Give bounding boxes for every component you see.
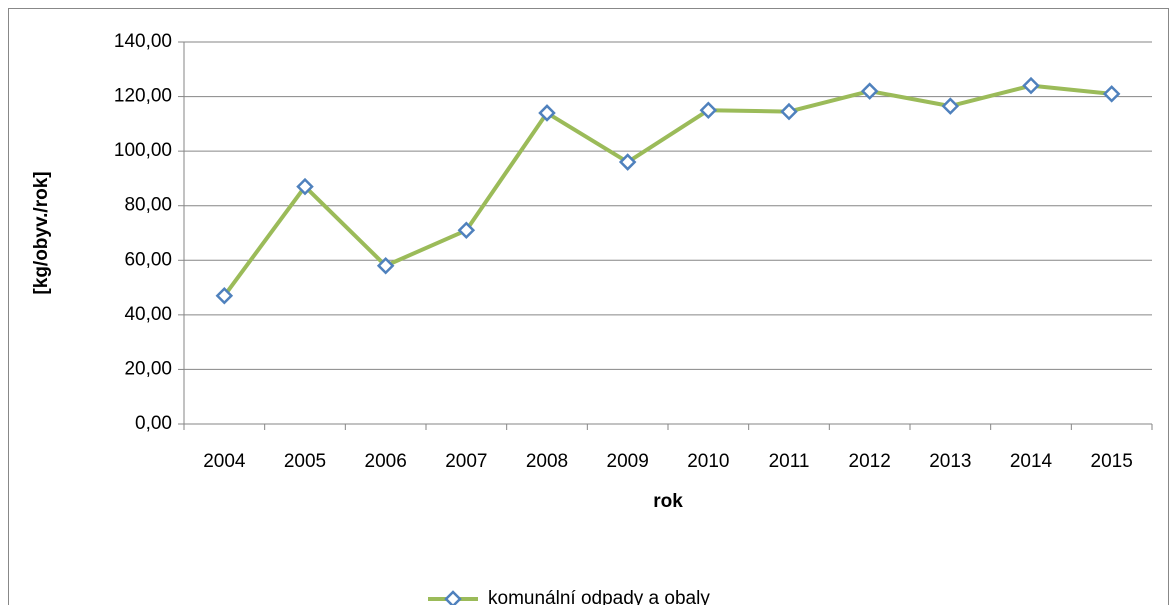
x-tick-label: 2014 [1010,451,1053,472]
data-point [860,82,879,100]
legend-marker [444,590,462,605]
x-tick-label: 2005 [284,451,326,472]
x-tick-label: 2012 [849,451,891,472]
data-point [1022,76,1040,95]
data-point [780,102,798,121]
legend-label: komunální odpady a obaly [488,588,710,605]
y-tick-label: 60,00 [124,249,172,270]
x-tick-label: 2011 [769,451,810,472]
data-point [941,97,960,115]
data-point [538,104,556,122]
x-axis-title: rok [653,491,683,512]
x-tick-label: 2015 [1091,451,1133,472]
y-tick-label: 140,00 [114,31,172,52]
data-line [222,83,1112,297]
y-tick-label: 0,00 [135,413,172,434]
y-tick-label: 100,00 [114,140,172,161]
y-tick-label: 120,00 [114,86,172,107]
y-tick-label: 80,00 [124,195,172,216]
chart-frame [8,8,1169,605]
x-tick-label: 2006 [365,451,407,472]
data-point [457,221,476,240]
data-point [1102,85,1121,103]
x-tick-label: 2009 [607,451,649,472]
x-tick-label: 2008 [526,451,568,472]
data-point [296,177,314,196]
y-tick-label: 20,00 [124,358,172,379]
data-point [699,101,718,119]
y-axis-title: [kg/obyv./rok] [31,171,52,294]
x-tick-label: 2013 [929,451,971,472]
data-point [215,286,234,305]
x-tick-label: 2004 [203,451,246,472]
y-tick-label: 40,00 [124,304,172,325]
data-point [618,153,637,171]
x-tick-label: 2010 [687,451,729,472]
data-point [376,256,395,275]
x-tick-label: 2007 [445,451,487,472]
